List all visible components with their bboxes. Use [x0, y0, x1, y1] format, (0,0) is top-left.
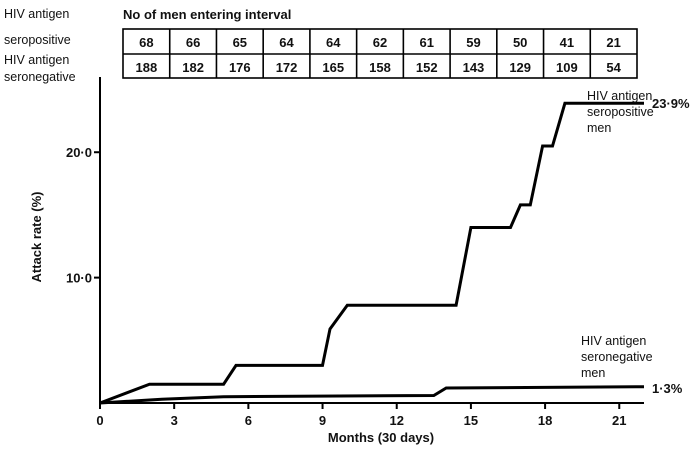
row1-label-line1: HIV antigen [4, 7, 69, 21]
series1-label-line2: seropositive [587, 105, 654, 119]
table-title: No of men entering interval [123, 7, 291, 22]
x-tick-label: 18 [538, 413, 552, 428]
y-axis-label: Attack rate (%) [29, 191, 44, 282]
series1-label-line1: HIV antigen [587, 89, 652, 103]
table-cell: 143 [463, 60, 485, 75]
table-cell: 62 [373, 35, 387, 50]
series2-label-line2: seronegative [581, 350, 653, 364]
series-group [99, 101, 645, 405]
series-line-1 [99, 101, 644, 405]
x-axis-label: Months (30 days) [328, 430, 434, 445]
table-cell: 176 [229, 60, 251, 75]
axes [99, 77, 644, 404]
table-cell: 172 [276, 60, 298, 75]
table-cell: 158 [369, 60, 391, 75]
row2-label-line1: HIV antigen [4, 53, 69, 67]
table-cell: 182 [182, 60, 204, 75]
series2-label-line3: men [581, 366, 605, 380]
table-cell: 54 [606, 60, 621, 75]
table-cells: 68 66 65 64 64 62 61 59 50 41 21 188 182 176 172 165 158… [136, 35, 622, 75]
x-tick-label: 9 [319, 413, 326, 428]
x-tick-label: 21 [612, 413, 626, 428]
series-line-2 [99, 385, 645, 405]
table-cell: 21 [606, 35, 620, 50]
row1-label-line2: seropositive [4, 33, 71, 47]
y-tick-label: 20·0 [66, 145, 92, 160]
x-tick-label: 6 [245, 413, 252, 428]
x-tick-label: 3 [171, 413, 178, 428]
table-cell: 59 [466, 35, 480, 50]
table-cell: 64 [326, 35, 341, 50]
x-tick-label: 12 [389, 413, 403, 428]
series1-end-label: 23·9% [652, 96, 690, 111]
table-cell: 66 [186, 35, 200, 50]
table-cell: 64 [279, 35, 294, 50]
table-grid [122, 28, 638, 79]
ticks: 0 3 6 9 12 15 18 21 10·0 20·0 [66, 145, 627, 428]
table-cell: 50 [513, 35, 527, 50]
table-cell: 188 [136, 60, 158, 75]
x-tick-label: 15 [464, 413, 478, 428]
series2-end-label: 1·3% [652, 381, 683, 396]
row2-label-line2: seronegative [4, 70, 76, 84]
table-cell: 41 [560, 35, 574, 50]
y-tick-label: 10·0 [66, 271, 92, 286]
x-tick-label: 0 [96, 413, 103, 428]
table-cell: 65 [233, 35, 247, 50]
series2-label-line1: HIV antigen [581, 334, 646, 348]
table-cell: 129 [509, 60, 531, 75]
series1-label-line3: men [587, 121, 611, 135]
table-cell: 109 [556, 60, 578, 75]
table-cell: 68 [139, 35, 153, 50]
table-cell: 61 [419, 35, 433, 50]
table-cell: 165 [322, 60, 344, 75]
table-cell: 152 [416, 60, 438, 75]
